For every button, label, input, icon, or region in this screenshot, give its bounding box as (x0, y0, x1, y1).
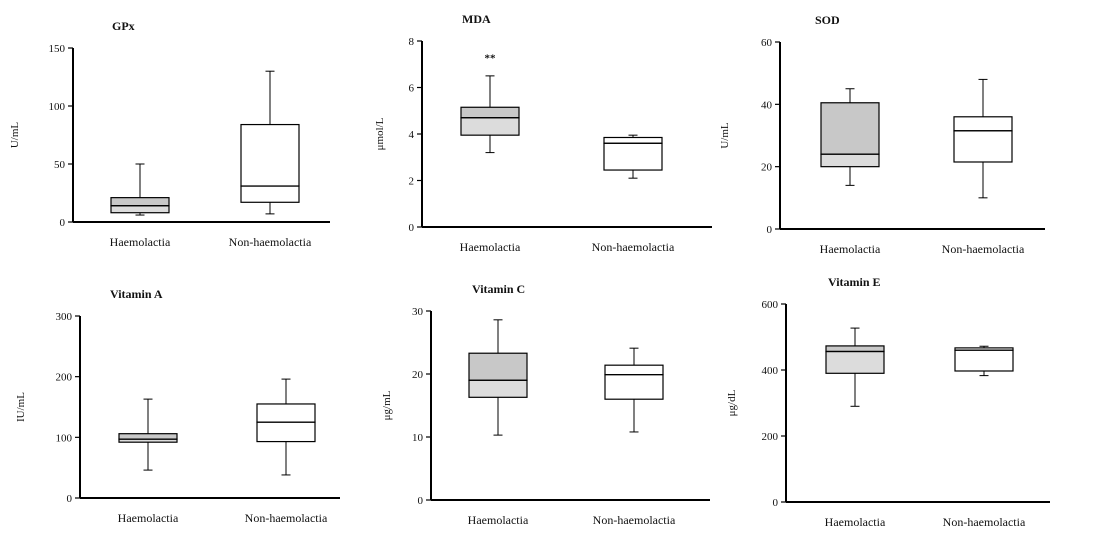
y-tick-label: 10 (412, 432, 424, 444)
chart-title: Vitamin C (472, 282, 525, 296)
y-tick-label: 0 (773, 497, 779, 509)
box-non-haemolactia (603, 134, 663, 179)
box-upper-half (953, 116, 1013, 132)
chart-title: Vitamin A (110, 287, 163, 301)
y-axis-label: μg/dL (726, 389, 738, 416)
box-upper-half (603, 136, 663, 144)
y-tick-label: 150 (49, 43, 66, 55)
y-tick-label: 0 (60, 217, 66, 229)
box-lower-half (604, 374, 664, 400)
box-lower-half (953, 130, 1013, 163)
chart-title: SOD (815, 13, 840, 27)
box-lower-half (820, 153, 880, 168)
y-tick-label: 100 (49, 101, 66, 113)
y-tick-label: 20 (412, 369, 424, 381)
category-label: Haemolactia (110, 235, 171, 249)
box-upper-half (256, 403, 316, 423)
chart-panel: SOD 0 20 40 60 U/mL Haemolactia Non-haemolactia (719, 13, 1045, 256)
chart-title: GPx (112, 19, 135, 33)
box-non-haemolactia (954, 345, 1014, 377)
box-lower-half (110, 205, 170, 214)
y-axis-label: IU/mL (15, 392, 27, 422)
y-tick-label: 50 (54, 159, 66, 171)
y-tick-label: 600 (762, 299, 779, 311)
category-label: Haemolactia (460, 240, 521, 254)
y-tick-label: 0 (67, 493, 73, 505)
box-lower-half (256, 421, 316, 443)
y-tick-label: 40 (761, 99, 773, 111)
significance-annotation: ** (485, 52, 497, 64)
box-non-haemolactia (953, 78, 1013, 199)
category-label: Non-haemolactia (245, 511, 328, 525)
box-haemolactia (118, 398, 178, 471)
box-haemolactia (460, 75, 520, 154)
y-tick-label: 100 (56, 432, 73, 444)
category-label: Non-haemolactia (229, 235, 312, 249)
box-non-haemolactia (604, 347, 664, 433)
box-upper-half (460, 106, 520, 119)
box-upper-half (240, 123, 300, 187)
box-non-haemolactia (240, 70, 300, 215)
chart-panel: Vitamin E 0 200 400 600 μg/dL Haemolactia Non-h… (726, 275, 1050, 529)
box-upper-half (110, 197, 170, 207)
y-tick-label: 0 (767, 224, 773, 236)
y-tick-label: 2 (409, 176, 415, 188)
category-label: Non-haemolactia (593, 513, 676, 527)
chart-panel: Vitamin A 0 100 200 300 IU/mL Haemolactia Non-h… (15, 287, 340, 525)
box-lower-half (825, 350, 885, 374)
y-tick-label: 4 (409, 129, 415, 141)
box-upper-half (820, 102, 880, 155)
y-tick-label: 60 (761, 37, 773, 49)
chart-panel: GPx 0 50 100 150 U/mL Haemolactia Non-haemolact… (9, 19, 330, 249)
box-haemolactia (825, 327, 885, 407)
category-label: Haemolactia (118, 511, 179, 525)
box-lower-half (460, 117, 520, 136)
box-upper-half (468, 352, 528, 381)
y-tick-label: 8 (409, 36, 415, 48)
box-haemolactia (110, 163, 170, 216)
y-tick-label: 6 (409, 83, 415, 95)
y-tick-label: 0 (418, 495, 424, 507)
category-label: Haemolactia (825, 515, 886, 529)
box-haemolactia (468, 319, 528, 436)
box-upper-half (604, 364, 664, 376)
y-tick-label: 0 (409, 222, 415, 234)
y-tick-label: 400 (762, 365, 779, 377)
category-label: Non-haemolactia (943, 515, 1026, 529)
y-axis-label: μmol/L (374, 117, 386, 150)
y-tick-label: 20 (761, 162, 773, 174)
y-axis-label: μg/mL (381, 390, 393, 420)
category-label: Haemolactia (820, 242, 881, 256)
chart-panel: MDA 0 2 4 6 8 μmol/L Haemolactia Non-haemolactia… (374, 12, 712, 254)
box-upper-half (825, 345, 885, 353)
category-label: Non-haemolactia (942, 242, 1025, 256)
category-label: Haemolactia (468, 513, 529, 527)
box-non-haemolactia (256, 378, 316, 476)
box-lower-half (603, 142, 663, 171)
category-label: Non-haemolactia (592, 240, 675, 254)
box-lower-half (468, 379, 528, 398)
box-upper-half (118, 433, 178, 440)
y-axis-label: U/mL (719, 122, 731, 149)
box-lower-half (240, 185, 300, 203)
y-tick-label: 200 (56, 372, 73, 384)
chart-title: Vitamin E (828, 275, 881, 289)
y-axis-label: U/mL (9, 122, 21, 149)
y-tick-label: 300 (56, 311, 73, 323)
y-tick-label: 200 (762, 431, 779, 443)
chart-title: MDA (462, 12, 491, 26)
box-haemolactia (820, 88, 880, 186)
chart-panel: Vitamin C 0 10 20 30 μg/mL Haemolactia Non-haem… (381, 282, 710, 527)
box-lower-half (954, 349, 1014, 372)
y-tick-label: 30 (412, 306, 424, 318)
